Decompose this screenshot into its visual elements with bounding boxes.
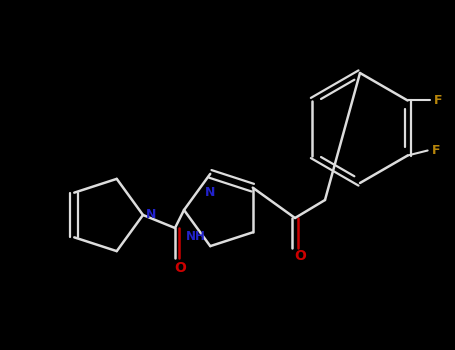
Text: NH: NH: [185, 230, 205, 243]
Text: F: F: [431, 144, 440, 157]
Text: O: O: [294, 249, 306, 263]
Text: N: N: [146, 209, 156, 222]
Text: O: O: [174, 261, 186, 275]
Text: F: F: [433, 94, 442, 107]
Text: N: N: [205, 186, 216, 199]
